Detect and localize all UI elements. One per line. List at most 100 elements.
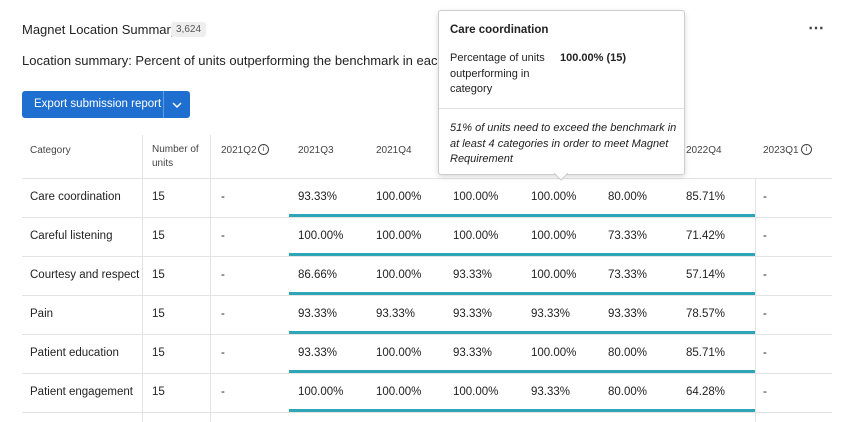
table-cell: 78.57% bbox=[686, 308, 726, 320]
table-cell: 100.00% bbox=[376, 191, 422, 203]
benchmark-bar bbox=[289, 214, 755, 217]
column-header: 2021Q3 bbox=[298, 145, 334, 156]
table-cell: Courtesy and respect bbox=[30, 269, 140, 281]
table-cell: 100.00% bbox=[376, 230, 422, 242]
tooltip-title: Care coordination bbox=[450, 24, 549, 36]
table-cell: 57.14% bbox=[686, 269, 726, 281]
table-cell: 93.33% bbox=[531, 308, 571, 320]
table-cell: Careful listening bbox=[30, 230, 113, 242]
column-border bbox=[755, 178, 756, 422]
table-cell: Care coordination bbox=[30, 191, 121, 203]
table-cell: 93.33% bbox=[298, 191, 338, 203]
table-cell: Patient education bbox=[30, 347, 119, 359]
row-border bbox=[22, 412, 832, 413]
table-cell: 85.71% bbox=[686, 347, 726, 359]
column-header: 2021Q4 bbox=[376, 145, 412, 156]
table-cell: - bbox=[221, 347, 225, 359]
table-cell: 100.00% bbox=[298, 230, 344, 242]
table-cell: 71.42% bbox=[686, 230, 726, 242]
table-cell: 93.33% bbox=[453, 269, 493, 281]
table-cell: - bbox=[221, 230, 225, 242]
table-cell: 85.71% bbox=[686, 191, 726, 203]
table-cell: 100.00% bbox=[376, 386, 422, 398]
table-cell: - bbox=[763, 347, 767, 359]
subtitle: Location summary: Percent of units outpe… bbox=[22, 53, 499, 68]
table-cell: Pain bbox=[30, 308, 54, 320]
tooltip-label: Percentage of units outperforming in cat… bbox=[450, 52, 545, 95]
row-border bbox=[22, 295, 832, 296]
table-cell: 15 bbox=[152, 269, 165, 281]
benchmark-bar bbox=[289, 292, 755, 295]
column-header: 2023Q1 i bbox=[763, 144, 812, 158]
export-button[interactable]: Export submission report bbox=[22, 91, 190, 118]
tooltip: Care coordination Percentage of units ou… bbox=[438, 10, 685, 181]
table-cell: 100.00% bbox=[531, 269, 577, 281]
chevron[interactable] bbox=[171, 99, 183, 111]
page-title: Magnet Location Summary bbox=[22, 22, 178, 37]
table-cell: 100.00% bbox=[453, 230, 499, 242]
header-border bbox=[22, 178, 832, 179]
table-cell: 93.33% bbox=[453, 347, 493, 359]
table-cell: 100.00% bbox=[376, 269, 422, 281]
info-icon[interactable]: i bbox=[801, 144, 812, 155]
benchmark-bar bbox=[289, 370, 755, 373]
benchmark-bar bbox=[289, 409, 755, 412]
divider bbox=[163, 91, 164, 118]
table-cell: 80.00% bbox=[608, 386, 648, 398]
table-cell: 93.33% bbox=[531, 386, 571, 398]
table-cell: 15 bbox=[152, 308, 165, 320]
table-cell: 100.00% bbox=[531, 347, 577, 359]
table-cell: 93.33% bbox=[298, 347, 338, 359]
table-cell: 64.28% bbox=[686, 386, 726, 398]
table-cell: - bbox=[763, 308, 767, 320]
row-border bbox=[22, 217, 832, 218]
table-cell: - bbox=[763, 269, 767, 281]
table-cell: - bbox=[763, 386, 767, 398]
row-border bbox=[22, 373, 832, 374]
table-cell: 15 bbox=[152, 386, 165, 398]
tooltip-pointer bbox=[554, 173, 568, 181]
table-cell: 86.66% bbox=[298, 269, 338, 281]
table-cell: 80.00% bbox=[608, 347, 648, 359]
table-cell: 100.00% bbox=[376, 347, 422, 359]
column-header: 2021Q2 i bbox=[221, 144, 269, 158]
table-cell: 15 bbox=[152, 230, 165, 242]
table-cell: 93.33% bbox=[608, 308, 648, 320]
table-cell: 73.33% bbox=[608, 230, 648, 242]
column-header: Number of units bbox=[152, 144, 199, 169]
table-cell: - bbox=[221, 269, 225, 281]
table-cell: - bbox=[763, 191, 767, 203]
table-cell: 100.00% bbox=[453, 386, 499, 398]
table-cell: 100.00% bbox=[453, 191, 499, 203]
table-cell: 93.33% bbox=[376, 308, 416, 320]
column-header: Category bbox=[30, 145, 71, 156]
table-cell: - bbox=[221, 191, 225, 203]
benchmark-bar bbox=[289, 331, 755, 334]
table-cell: 100.00% bbox=[531, 230, 577, 242]
table-cell: - bbox=[221, 386, 225, 398]
row-border bbox=[22, 256, 832, 257]
info-icon[interactable]: i bbox=[258, 144, 269, 155]
badge: 3,624 bbox=[171, 22, 207, 37]
table-cell: 100.00% bbox=[298, 386, 344, 398]
table-cell: 73.33% bbox=[608, 269, 648, 281]
table-cell: - bbox=[763, 230, 767, 242]
more-menu[interactable]: ⋯ bbox=[808, 20, 825, 37]
tooltip-note: 51% of units need to exceed the benchmar… bbox=[450, 122, 677, 165]
table-cell: - bbox=[221, 308, 225, 320]
table-cell: 100.00% bbox=[531, 191, 577, 203]
button-label: Export submission report bbox=[34, 98, 162, 110]
table-cell: Patient engagement bbox=[30, 386, 133, 398]
tooltip-value: 100.00% (15) bbox=[560, 52, 627, 64]
row-border bbox=[22, 334, 832, 335]
table-cell: 15 bbox=[152, 191, 165, 203]
benchmark-bar bbox=[289, 253, 755, 256]
table-cell: 80.00% bbox=[608, 191, 648, 203]
table-cell: 93.33% bbox=[453, 308, 493, 320]
table-cell: 93.33% bbox=[298, 308, 338, 320]
column-border bbox=[210, 135, 211, 422]
column-header: 2022Q4 bbox=[686, 145, 722, 156]
column-border bbox=[142, 135, 143, 422]
table-cell: 15 bbox=[152, 347, 165, 359]
